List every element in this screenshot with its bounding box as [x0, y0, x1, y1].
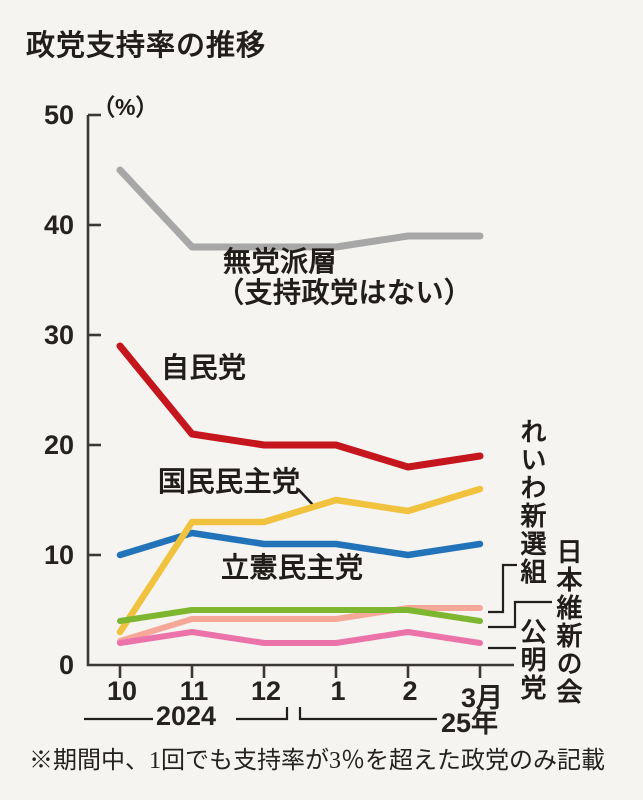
- label-connector-reiwa: [488, 563, 517, 614]
- series-line-ishin: [117, 607, 483, 624]
- y-tick-label-40: 40: [43, 210, 74, 240]
- x-tick-label-nov: 11: [179, 676, 209, 706]
- year-bracket-2: [298, 707, 437, 721]
- series-line-jiminto: [116, 342, 484, 471]
- y-tick-label-0: 0: [58, 650, 74, 680]
- series-line-reiwa: [117, 605, 483, 644]
- chart-title: 政党支持率の推移: [26, 30, 267, 62]
- series-line-mutohaso: [116, 166, 484, 251]
- year-label-2024: 2024: [156, 701, 217, 731]
- x-tick-label-feb: 2: [402, 676, 418, 706]
- x-tick-label-oct: 10: [106, 676, 138, 706]
- y-tick-label-10: 10: [43, 540, 74, 570]
- series-line-komeito: [117, 629, 483, 646]
- series-label-ishin: 日本維新の会: [553, 538, 583, 706]
- series-label-jiminto: 自民党: [161, 352, 247, 383]
- series-label-rikken-minshuto: 立憲民主党: [221, 552, 364, 583]
- y-tick-label-30: 30: [43, 320, 74, 350]
- y-tick-label-20: 20: [43, 430, 74, 460]
- y-axis-unit: （%）: [92, 94, 159, 120]
- series-label-mutohaso-line1: 無党派層: [223, 246, 338, 277]
- label-connector-ishin: [488, 600, 552, 629]
- footnote: ※期間中、1回でも支持率が3％を超えた政党のみ記載: [29, 748, 605, 774]
- series-label-kokumin-minshuto: 国民民主党: [158, 466, 301, 497]
- y-tick-label-50: 50: [43, 100, 74, 130]
- series-label-komeito: 公明党: [517, 618, 547, 702]
- x-tick-label-mar: 3月: [460, 683, 504, 713]
- kokumin-label-pointer: [297, 488, 315, 507]
- x-tick-label-jan: 1: [330, 676, 346, 706]
- year-bracket-1: [236, 707, 289, 721]
- x-tick-label-dec: 12: [250, 676, 282, 706]
- year-label-2025: 25年: [441, 708, 499, 738]
- series-label-mutohaso-line2: （支持政党はない）: [216, 277, 473, 308]
- axis: [86, 115, 514, 667]
- series-line-kokumin-minshuto: [116, 485, 484, 636]
- series-label-reiwa: れいわ新選組: [517, 418, 547, 586]
- series-label-mutohaso: 無党派層 （支持政党はない）: [216, 246, 473, 308]
